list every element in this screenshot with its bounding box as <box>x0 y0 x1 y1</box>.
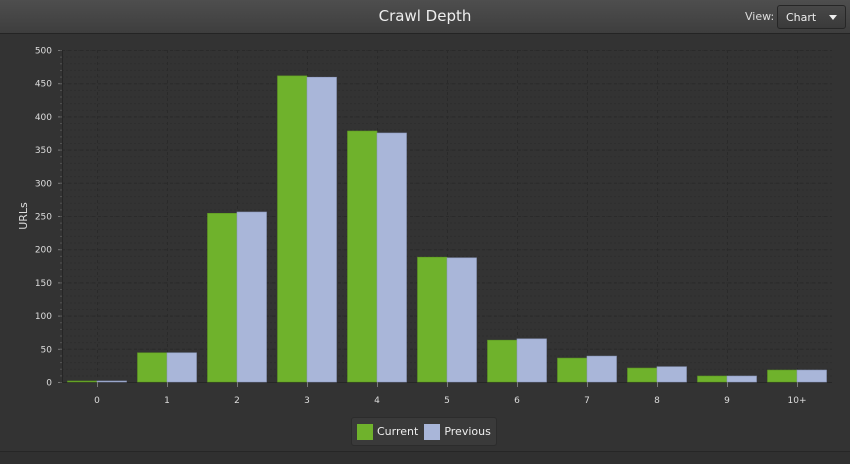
chart-area: 0 50 100 150 200 250 300 350 400 450 500 0 1 2 3 4 5 6 7 8 9… <box>0 35 850 451</box>
y-tick-label: 250 <box>35 213 52 223</box>
bar-previous <box>446 257 477 383</box>
x-tick-label: 10+ <box>788 396 807 406</box>
bar-current <box>67 380 98 383</box>
y-tick-label: 50 <box>41 345 53 355</box>
bar-previous <box>166 352 197 383</box>
bar-previous <box>796 369 827 383</box>
x-tick-label: 7 <box>584 396 590 406</box>
view-label: View: <box>745 10 775 23</box>
x-tick-label: 3 <box>304 396 310 406</box>
bar-previous <box>656 366 687 383</box>
y-tick-label: 400 <box>35 113 52 123</box>
chart-legend: Current Previous <box>351 417 497 446</box>
bar-current <box>277 75 308 383</box>
legend-item-previous[interactable]: Previous <box>424 423 491 440</box>
legend-item-current[interactable]: Current <box>357 423 419 440</box>
y-tick-label: 0 <box>46 379 52 389</box>
bar-previous <box>516 338 547 383</box>
bar-chart: 0 50 100 150 200 250 300 350 400 450 500 0 1 2 3 4 5 6 7 8 9… <box>17 47 832 406</box>
chevron-down-icon <box>829 15 837 20</box>
page-title: Crawl Depth <box>378 7 472 25</box>
y-tick-label: 350 <box>35 146 52 156</box>
bar-current <box>767 369 798 383</box>
y-tick-label: 450 <box>35 80 52 90</box>
bar-current <box>697 375 728 383</box>
bar-previous <box>306 76 337 383</box>
legend-label-current: Current <box>377 425 419 438</box>
x-tick-label: 6 <box>514 396 520 406</box>
view-dropdown[interactable]: Chart <box>777 5 846 29</box>
y-tick-label: 100 <box>35 312 52 322</box>
x-tick-label: 0 <box>94 396 100 406</box>
legend-swatch-current <box>357 423 373 440</box>
x-tick-label: 1 <box>164 396 170 406</box>
header-bar: Crawl Depth View: Chart <box>0 0 850 34</box>
bar-previous <box>376 132 407 383</box>
y-tick-label: 200 <box>35 246 52 256</box>
bar-previous <box>726 375 757 383</box>
bar-current <box>417 256 448 383</box>
bar-current <box>487 339 518 383</box>
footer-bar <box>0 451 850 464</box>
bar-previous <box>236 211 267 383</box>
x-tick-label: 2 <box>234 396 240 406</box>
bar-current <box>207 213 238 383</box>
bar-previous <box>586 355 617 383</box>
y-tick-label: 150 <box>35 279 52 289</box>
bar-current <box>627 367 658 383</box>
bar-previous <box>96 380 127 383</box>
y-axis-label: URLs <box>17 202 30 230</box>
bar-current <box>137 352 168 383</box>
x-tick-label: 9 <box>724 396 730 406</box>
view-dropdown-value: Chart <box>786 11 817 24</box>
bar-current <box>557 357 588 383</box>
legend-label-previous: Previous <box>444 425 491 438</box>
x-tick-label: 4 <box>374 396 380 406</box>
bar-current <box>347 130 378 383</box>
legend-swatch-previous <box>424 423 441 440</box>
x-tick-label: 5 <box>444 396 450 406</box>
y-tick-label: 300 <box>35 179 52 189</box>
y-tick-label: 500 <box>35 47 52 57</box>
x-tick-label: 8 <box>654 396 660 406</box>
